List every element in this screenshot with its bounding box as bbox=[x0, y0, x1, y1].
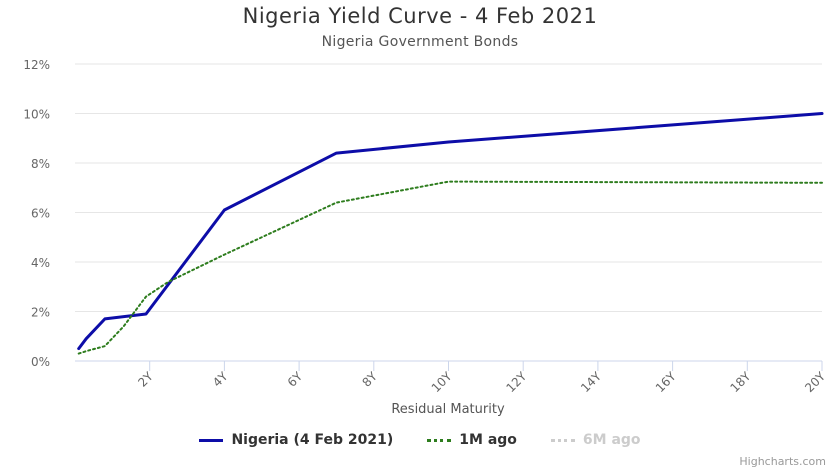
legend-symbol-6m-ago bbox=[550, 438, 575, 442]
y-tick-label: 0% bbox=[31, 355, 50, 369]
legend-label-1m-ago: 1M ago bbox=[459, 432, 517, 448]
y-tick-label: 6% bbox=[31, 207, 50, 221]
x-tick-label: 6Y bbox=[285, 369, 306, 390]
chart-title: Nigeria Yield Curve - 4 Feb 2021 bbox=[242, 4, 598, 28]
grid-lines bbox=[75, 63, 822, 362]
y-tick-label: 2% bbox=[31, 306, 50, 320]
chart-credit[interactable]: Highcharts.com bbox=[739, 455, 826, 468]
x-tick-label: 8Y bbox=[359, 369, 380, 390]
x-tick-label: 10Y bbox=[429, 369, 455, 395]
x-tick-label: 12Y bbox=[503, 369, 529, 395]
legend-label-nigeria: Nigeria (4 Feb 2021) bbox=[231, 432, 394, 448]
series-line-0[interactable] bbox=[77, 112, 824, 351]
y-tick-label: 10% bbox=[23, 108, 50, 122]
x-tick-label: 14Y bbox=[578, 369, 604, 395]
legend-symbol-1m-ago bbox=[427, 438, 452, 442]
y-tick-label: 12% bbox=[23, 58, 50, 72]
x-tick-label: 2Y bbox=[135, 369, 156, 390]
legend-item-1m-ago[interactable]: 1M ago bbox=[427, 432, 517, 448]
x-tick-label: 4Y bbox=[210, 369, 231, 390]
x-tick-label: 18Y bbox=[728, 369, 754, 395]
x-tick-label: 20Y bbox=[802, 369, 828, 395]
x-axis-label: Residual Maturity bbox=[391, 402, 505, 417]
legend-item-6m-ago[interactable]: 6M ago bbox=[550, 432, 641, 448]
chart-legend: Nigeria (4 Feb 2021) 1M ago 6M ago bbox=[0, 432, 840, 448]
series-line-1[interactable] bbox=[77, 180, 823, 355]
x-tick-label: 16Y bbox=[653, 369, 679, 395]
legend-symbol-nigeria bbox=[199, 438, 224, 442]
x-axis: 2Y 4Y 6Y 8Y 10Y 12Y 14Y 16Y 18Y 20Y bbox=[75, 360, 829, 395]
series-lines bbox=[77, 112, 824, 355]
legend-item-nigeria[interactable]: Nigeria (4 Feb 2021) bbox=[199, 432, 393, 448]
legend-label-6m-ago: 6M ago bbox=[582, 432, 641, 448]
chart-subtitle: Nigeria Government Bonds bbox=[321, 34, 519, 50]
y-tick-label: 8% bbox=[31, 157, 50, 171]
y-axis: 0% 2% 4% 6% 8% 10% 12% bbox=[23, 58, 50, 369]
y-tick-label: 4% bbox=[31, 256, 50, 270]
